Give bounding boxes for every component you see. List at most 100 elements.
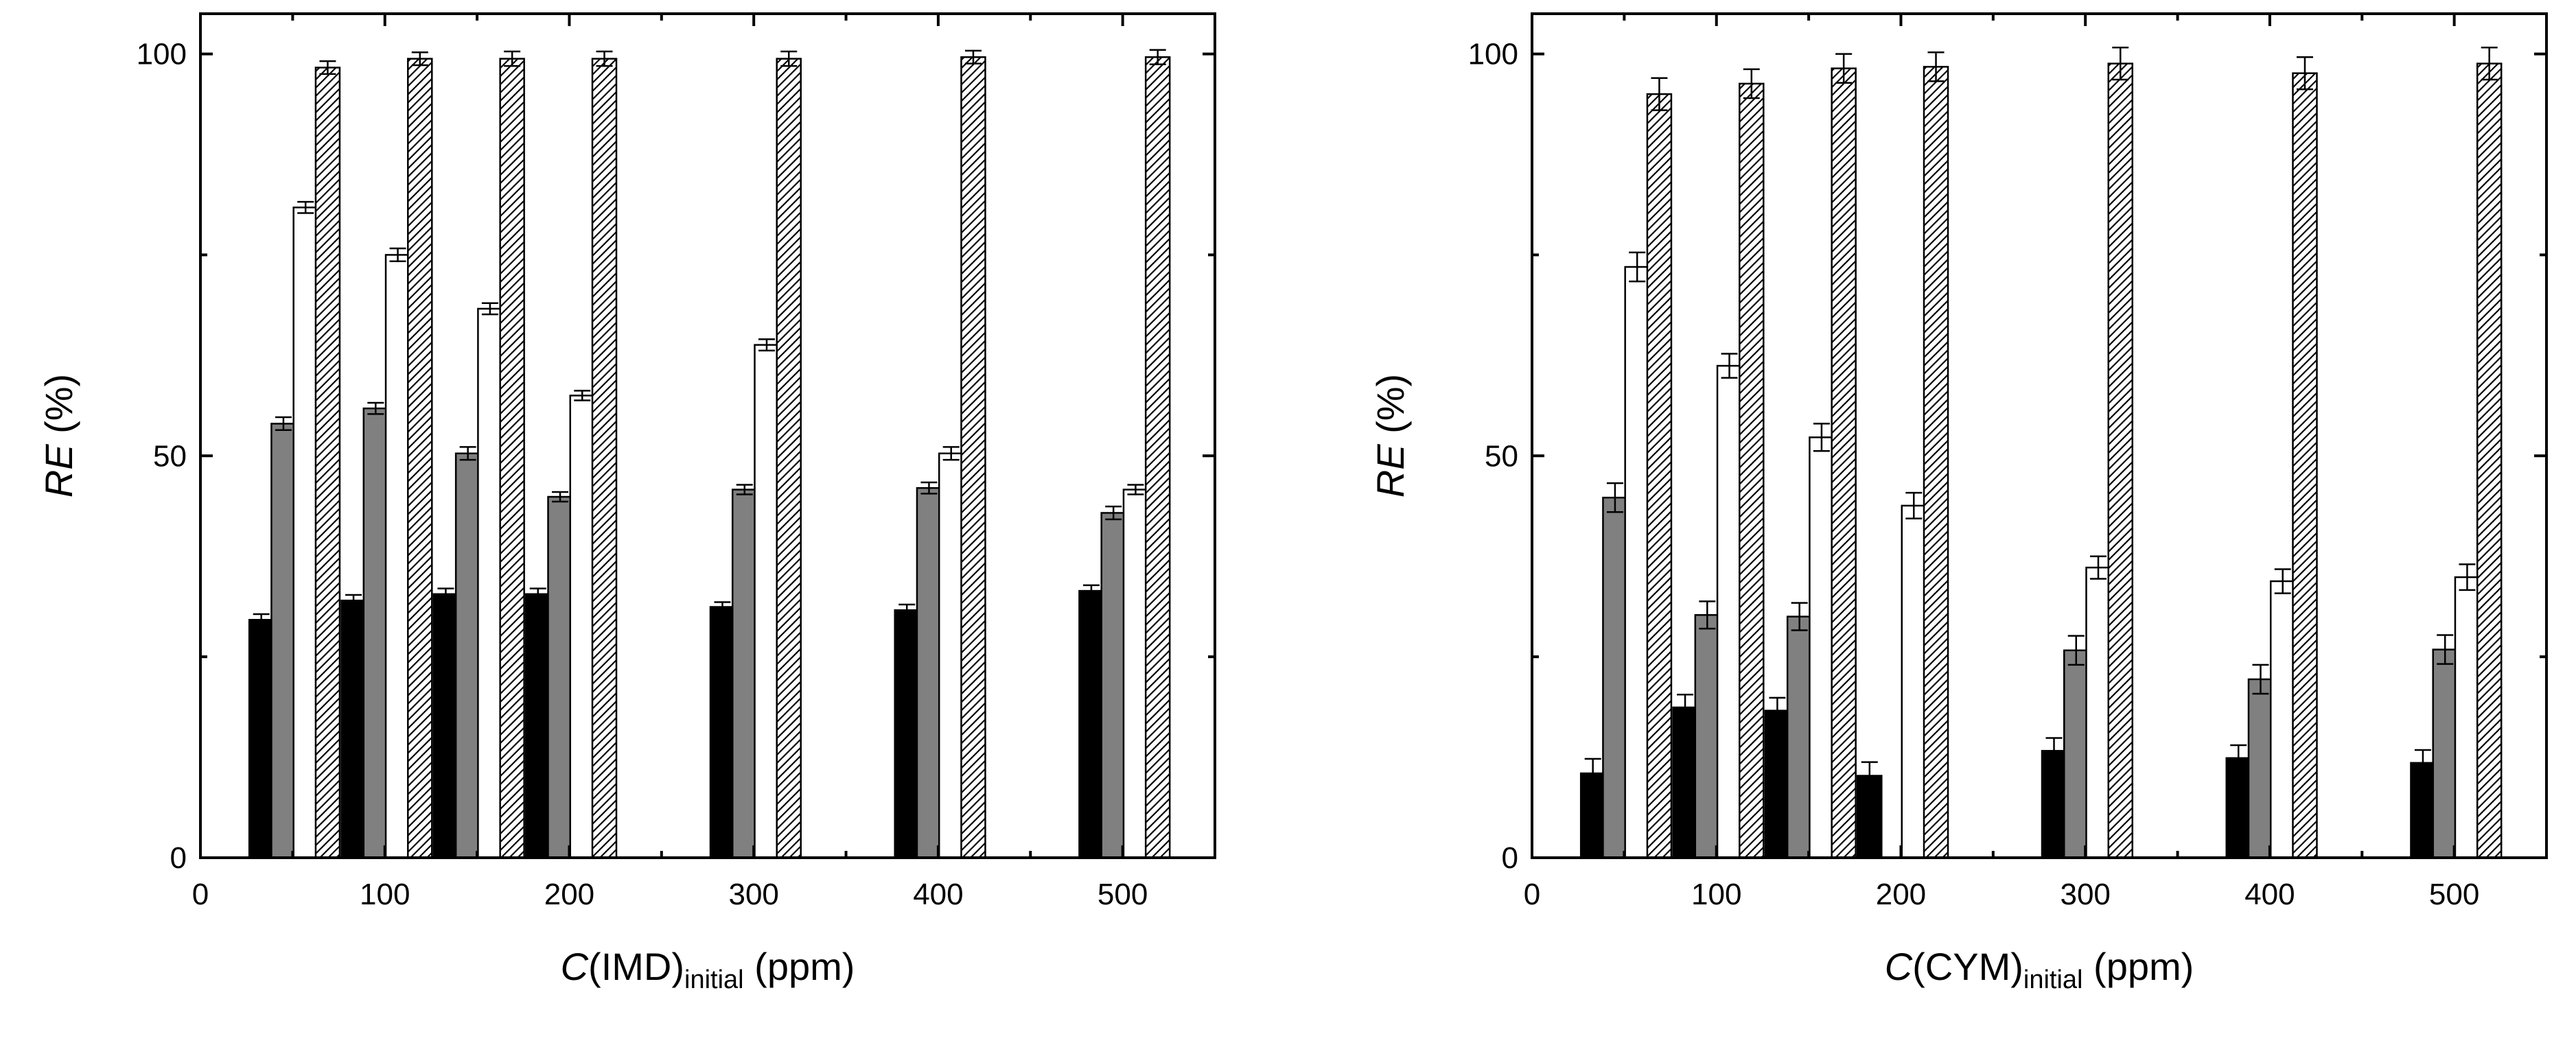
bar-series-2 [731, 489, 758, 859]
bar-series-4 [1923, 66, 1949, 859]
bar-series-3 [938, 452, 964, 859]
bar-series-4 [1646, 93, 1673, 859]
bar-series-2 [547, 495, 573, 859]
error-bar [574, 390, 591, 401]
bar-series-4 [1144, 56, 1171, 859]
error-bar [552, 491, 569, 503]
error-bar [459, 446, 476, 461]
error-bar [275, 416, 292, 432]
error-bar [2481, 46, 2498, 81]
x-tick-label: 100 [360, 878, 410, 911]
error-bar [2045, 737, 2063, 765]
bar-series-3 [2269, 580, 2296, 859]
bar-series-1 [1078, 589, 1104, 859]
error-bar [389, 247, 406, 263]
x-tick-label: 200 [544, 878, 594, 911]
error-bar [714, 601, 731, 613]
y-tick-label: 100 [1468, 38, 1518, 71]
bar-series-1 [709, 606, 736, 859]
bar-series-3 [569, 395, 596, 859]
error-bar [1606, 482, 1623, 513]
error-bar [920, 481, 938, 495]
bar-series-2 [454, 452, 481, 859]
bar-series-4 [960, 56, 986, 859]
y-tick-label: 50 [153, 439, 187, 473]
bar-series-1 [1672, 706, 1698, 859]
error-bar [1699, 600, 1716, 630]
error-bar [1677, 693, 1694, 721]
x-tick-label: 300 [728, 878, 778, 911]
bars-group [1579, 46, 2503, 859]
bar-series-4 [2476, 62, 2503, 859]
y-tick-label: 0 [170, 841, 187, 875]
bar-series-3 [477, 307, 503, 859]
error-bar [529, 587, 546, 601]
bar-series-4 [1739, 82, 1765, 859]
y-axis-title: RE (%) [37, 374, 80, 497]
bar-series-4 [776, 58, 802, 859]
error-bar [758, 338, 775, 352]
bar-series-1 [2410, 762, 2436, 859]
error-bar [1127, 484, 1144, 495]
bar-series-2 [362, 407, 389, 859]
bar-series-2 [916, 487, 942, 859]
error-bar [1721, 353, 1738, 379]
error-bar [898, 603, 916, 617]
y-tick-label: 0 [1502, 841, 1518, 875]
bar-series-3 [1122, 489, 1149, 859]
bar-series-4 [591, 58, 618, 859]
error-bar [2414, 749, 2431, 777]
x-tick-label: 500 [1098, 878, 1148, 911]
error-bar [2437, 634, 2454, 665]
plot-frame [199, 12, 1216, 859]
bar-series-4 [1831, 67, 1857, 859]
bar-series-4 [2292, 72, 2318, 859]
error-bar [964, 49, 982, 65]
error-bar [481, 302, 498, 316]
x-tick-label: 500 [2429, 878, 2479, 911]
plot-frame [1531, 12, 2548, 859]
chart-imd: 0 100 200 300 400 500 0 50 100 C(IMD)initial (pp… [37, 12, 1216, 994]
x-tick-label: 400 [913, 878, 963, 911]
error-bar [319, 60, 336, 75]
bar-series-3 [2085, 566, 2111, 859]
error-bar [1905, 491, 1923, 519]
error-bar [2296, 56, 2313, 91]
error-bar [2274, 568, 2291, 594]
chart-cym: 0 100 200 300 400 500 0 50 100 C(CYM)initial (pp… [1369, 12, 2548, 994]
error-bar [2112, 46, 2129, 81]
bar-series-1 [2225, 757, 2251, 859]
bar-series-1 [1764, 710, 1791, 859]
error-bar [1629, 251, 1646, 283]
error-bar [1791, 602, 1808, 631]
y-tick-label: 100 [137, 38, 187, 71]
error-bar [1813, 423, 1830, 452]
error-bar [1769, 696, 1786, 725]
error-bar [1651, 77, 1668, 111]
bar-series-2 [1100, 512, 1126, 859]
bar-series-3 [1809, 436, 1835, 859]
y-tick-label: 50 [1485, 439, 1518, 473]
bar-series-3 [2454, 576, 2481, 859]
bar-series-2 [1786, 616, 1813, 859]
x-axis-title: C(CYM)initial (ppm) [1885, 945, 2194, 994]
bar-series-1 [432, 593, 459, 859]
bar-series-4 [314, 67, 341, 859]
bars-group [248, 49, 1171, 859]
bar-series-1 [248, 619, 275, 859]
bar-series-3 [1901, 504, 1927, 859]
bar-series-2 [1694, 613, 1721, 859]
bar-series-3 [1624, 266, 1650, 859]
error-bar [411, 51, 428, 67]
error-bar [1835, 53, 1853, 84]
x-tick-label: 400 [2244, 878, 2295, 911]
error-bar [1584, 758, 1601, 789]
bar-series-3 [754, 344, 780, 859]
error-bar [1082, 584, 1100, 598]
error-bar [2067, 635, 2085, 666]
x-tick-label: 100 [1691, 878, 1741, 911]
tick-marks [199, 14, 1216, 859]
error-bar [504, 50, 521, 67]
bar-series-1 [525, 593, 551, 859]
bar-series-3 [292, 207, 318, 859]
